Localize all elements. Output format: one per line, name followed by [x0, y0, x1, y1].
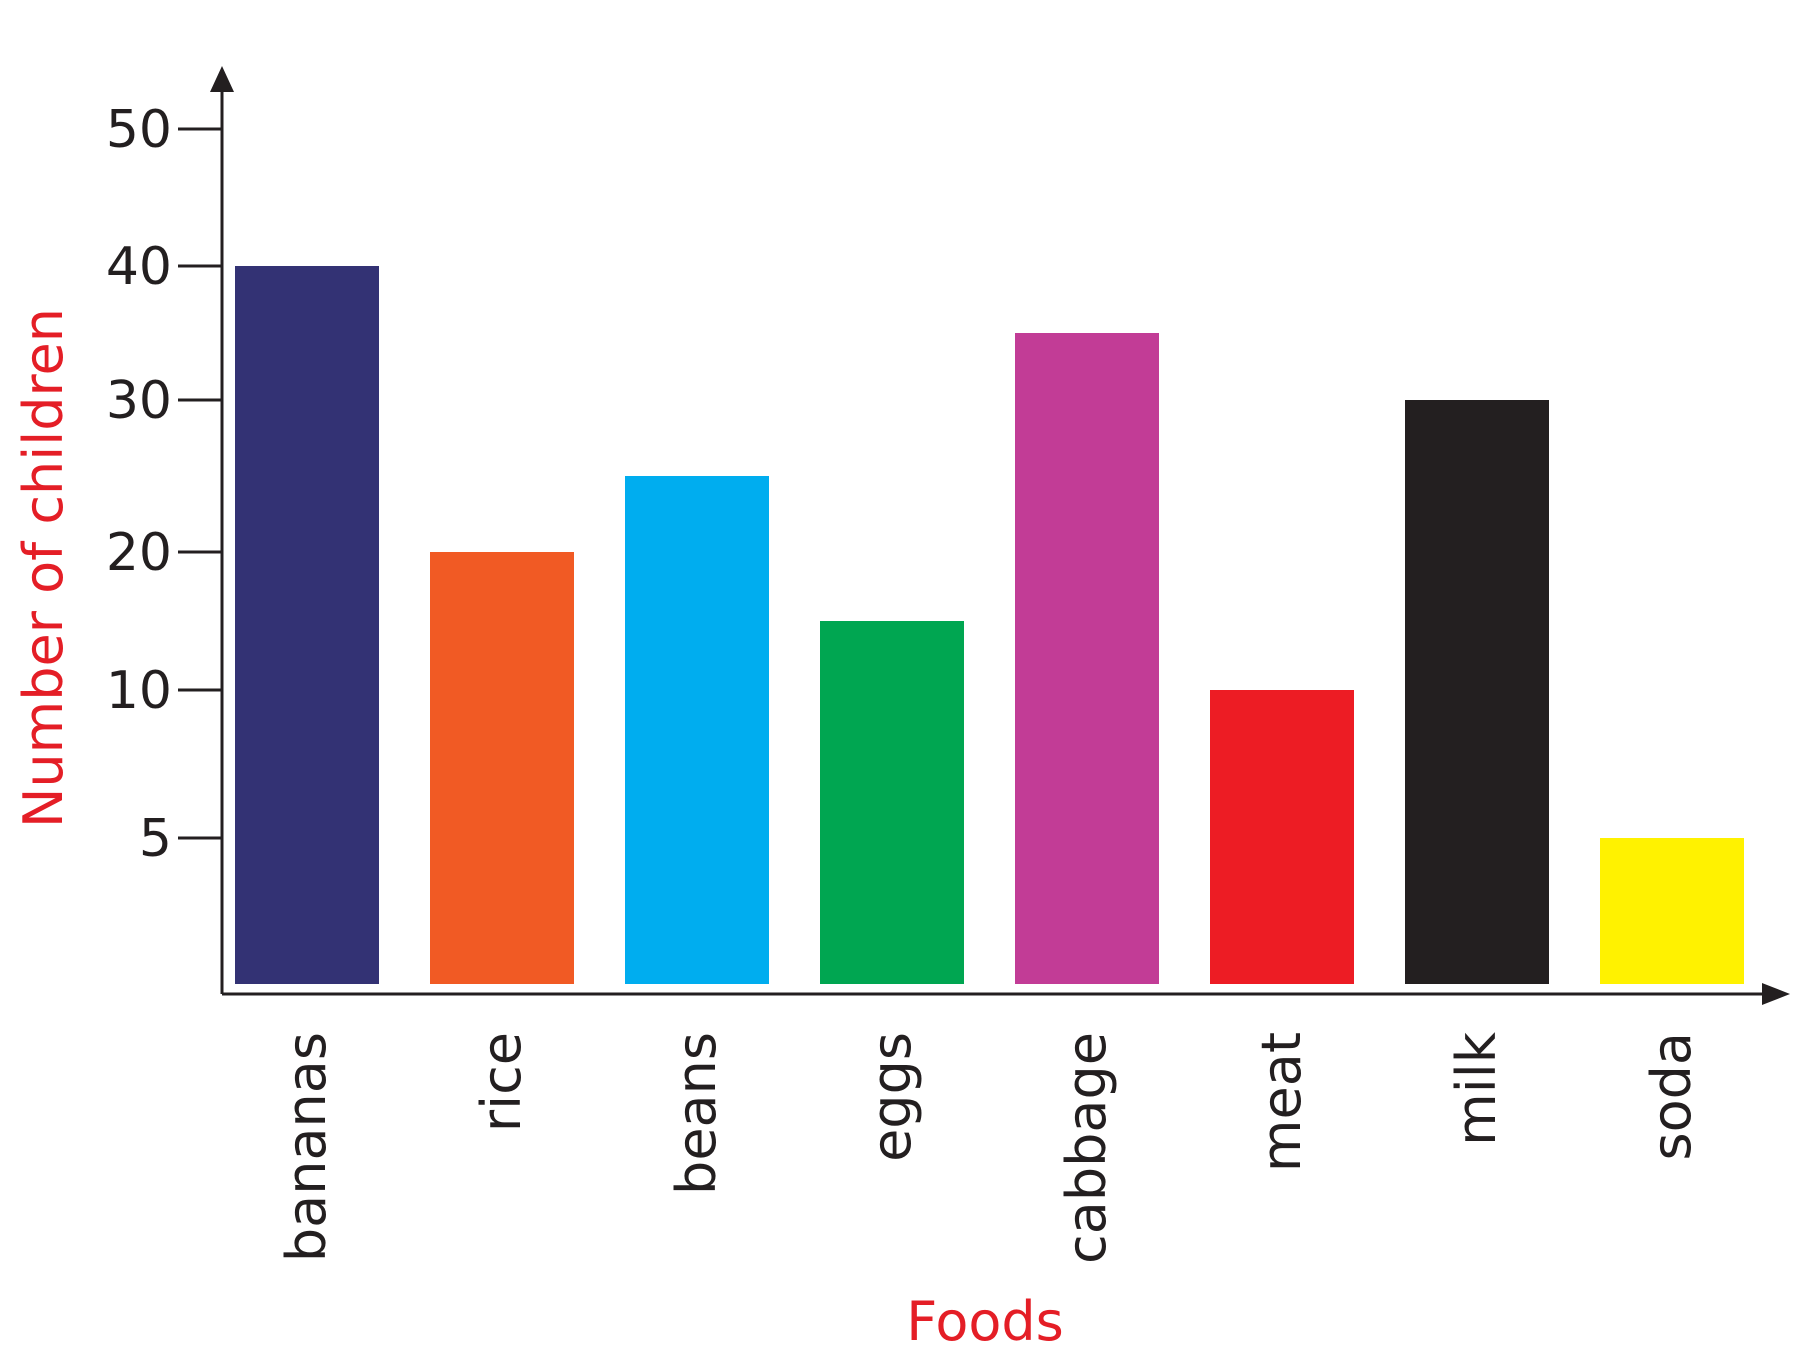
- x-labels-group: bananas rice beans eggs cabbage meat milk soda: [275, 1031, 1703, 1264]
- x-tick-label-beans: beans: [665, 1032, 728, 1195]
- y-tick-label-50: 50: [106, 100, 172, 160]
- x-axis-title: Foods: [906, 1290, 1064, 1353]
- y-tick-label-5: 5: [139, 809, 172, 869]
- y-tick-label-40: 40: [106, 237, 172, 297]
- y-axis-title: Number of children: [12, 308, 75, 828]
- bars-group: [235, 266, 1744, 984]
- bar-eggs: [820, 621, 964, 984]
- bar-soda: [1600, 838, 1744, 984]
- x-tick-label-cabbage: cabbage: [1055, 1032, 1118, 1264]
- y-tick-label-10: 10: [106, 661, 172, 721]
- axes-group: [210, 66, 1790, 1005]
- x-axis-arrow: [1762, 983, 1790, 1005]
- bar-meat: [1210, 690, 1354, 984]
- bar-cabbage: [1015, 333, 1159, 984]
- y-tick-label-20: 20: [106, 523, 172, 583]
- bar-rice: [430, 552, 574, 984]
- x-tick-label-meat: meat: [1250, 1032, 1313, 1172]
- bar-beans: [625, 476, 769, 984]
- bar-milk: [1405, 400, 1549, 984]
- y-axis-arrow: [210, 66, 234, 92]
- y-tick-label-30: 30: [106, 371, 172, 431]
- x-tick-label-milk: milk: [1445, 1031, 1508, 1146]
- x-tick-label-bananas: bananas: [275, 1032, 338, 1262]
- y-ticks-group: 5 10 20 30 40 50: [106, 100, 222, 869]
- x-tick-label-rice: rice: [470, 1032, 533, 1132]
- x-tick-label-eggs: eggs: [860, 1032, 923, 1162]
- x-tick-label-soda: soda: [1640, 1032, 1703, 1161]
- bar-bananas: [235, 266, 379, 984]
